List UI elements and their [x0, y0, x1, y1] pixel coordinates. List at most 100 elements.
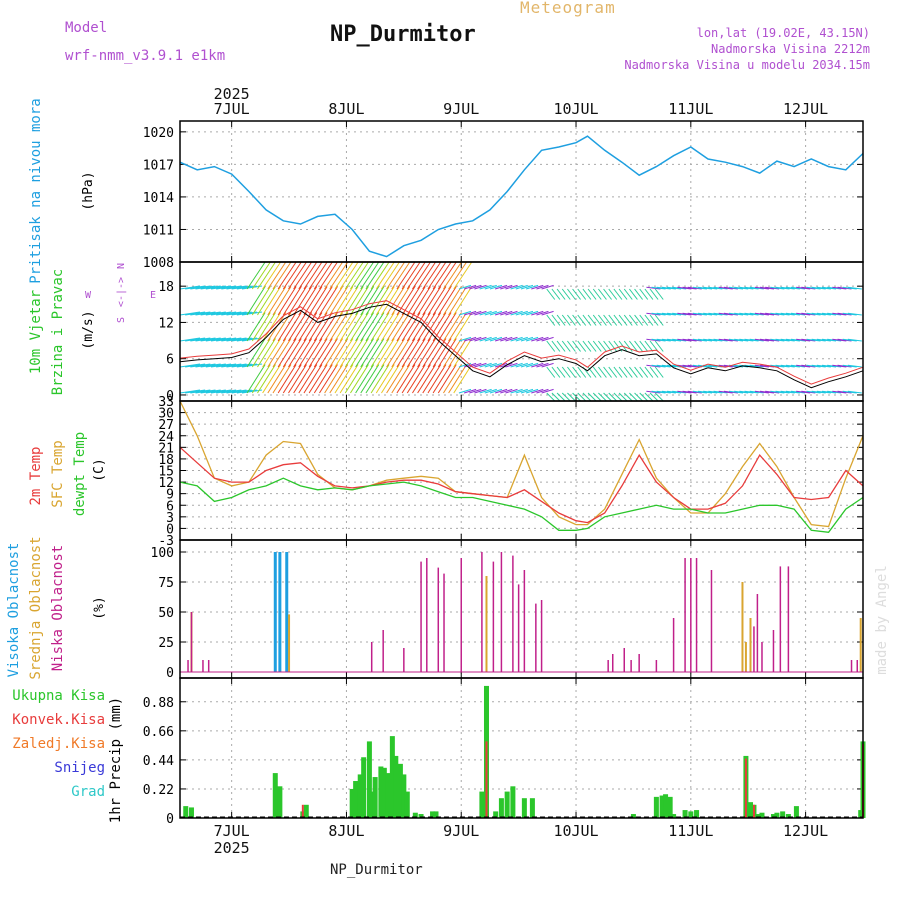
wind-barb — [728, 338, 744, 342]
precip-total-bar — [770, 814, 776, 818]
wind-barb — [677, 312, 692, 316]
wind-barb — [267, 364, 287, 394]
wind-barb — [422, 261, 442, 290]
wind-barb — [561, 366, 571, 378]
wind-barb — [775, 390, 790, 394]
wind-barb — [587, 288, 597, 300]
wind-barb — [531, 310, 544, 316]
wind-barb — [432, 286, 452, 316]
precip-tick-label: 0.88 — [143, 696, 174, 711]
wind-barb — [770, 286, 785, 290]
wind-barb — [654, 366, 664, 378]
day-label-top: 10JUL — [553, 100, 598, 118]
wind-barb — [334, 364, 354, 394]
wind-barb — [780, 364, 795, 368]
wind-barb — [458, 336, 472, 342]
wind-barb — [216, 363, 237, 368]
wind-barb — [303, 261, 323, 290]
wind-barb — [567, 366, 576, 378]
wind-barb — [179, 311, 201, 316]
wind-barb — [489, 362, 503, 368]
wind-barb — [677, 390, 692, 394]
wind-barb — [339, 338, 359, 368]
wind-barb — [629, 366, 638, 378]
precip-tick-label: 0 — [166, 812, 174, 827]
wind-barb — [344, 312, 364, 342]
wind-barb — [489, 388, 503, 394]
wind-barb — [510, 388, 523, 394]
wind-barb — [500, 336, 513, 342]
wind-barb — [288, 338, 307, 368]
wind-barb — [672, 338, 687, 342]
wind-barb — [210, 363, 232, 368]
wind-barb — [313, 338, 333, 368]
wind-ylabel-1: 10m Vjetar — [28, 290, 44, 374]
wind-barb — [520, 310, 534, 316]
wind-barb — [556, 366, 566, 378]
wind-barb — [567, 340, 576, 352]
wind-barb — [692, 390, 707, 394]
temperature-tick-label: 0 — [166, 522, 174, 537]
wind-barb — [432, 338, 452, 368]
wind-barb — [257, 286, 276, 316]
wind-barb — [500, 310, 513, 316]
wind-barb — [422, 364, 442, 394]
precip-total-bar — [682, 810, 688, 818]
wind-barb — [728, 390, 744, 394]
wind-barb — [303, 338, 323, 368]
wind-barb — [443, 364, 462, 394]
wind-barb — [484, 284, 497, 290]
wind-barb — [494, 284, 508, 290]
wind-barb — [267, 286, 287, 316]
wind-barb — [350, 261, 369, 290]
cloud-tick-label: 100 — [151, 546, 174, 561]
wind-barb — [422, 286, 442, 316]
day-label-top: 7JUL — [214, 100, 250, 118]
precip-panel-border — [179, 677, 864, 819]
wind-barb — [520, 336, 534, 342]
wind-barb — [365, 261, 385, 290]
precip-total-bar — [504, 791, 510, 818]
wind-barb — [510, 362, 523, 368]
day-label-bottom: 11JUL — [668, 822, 713, 840]
wind-barb — [474, 362, 487, 368]
wind-barb — [598, 340, 607, 352]
day-label-bottom: 12JUL — [783, 822, 828, 840]
wind-barb — [262, 338, 282, 368]
wind-barb — [639, 288, 649, 300]
wind-barb — [734, 338, 749, 342]
wind-barb — [370, 312, 390, 342]
wind-barb — [842, 338, 857, 342]
cloud-panel-bg — [180, 540, 863, 678]
elevation-text: Nadmorska Visina 2212m — [711, 42, 870, 56]
precip-total-bar — [785, 814, 791, 818]
precip-total-bar — [389, 736, 395, 818]
wind-barb — [796, 364, 811, 368]
wind-barb — [190, 285, 211, 290]
wind-barb — [608, 340, 618, 352]
wind-barb — [453, 286, 473, 316]
wind-barb — [474, 310, 487, 316]
wind-barb — [319, 261, 338, 290]
wind-barb — [185, 285, 206, 290]
wind-barb — [759, 286, 775, 290]
wind-barb — [505, 310, 518, 316]
wind-barb — [334, 338, 354, 368]
day-label-bottom: 10JUL — [553, 822, 598, 840]
wind-barb — [603, 392, 612, 402]
wind-barb — [293, 364, 313, 394]
wind-barb — [288, 286, 307, 316]
wind-barb — [806, 390, 821, 394]
precip-ylabel: 1hr Precip (mm) — [108, 697, 124, 823]
wind-barb — [592, 366, 602, 378]
compass-n: N — [116, 263, 127, 269]
wind-barb — [432, 261, 452, 290]
wind-barb — [185, 337, 206, 342]
wind-barb — [546, 288, 556, 300]
wind-barb — [282, 364, 302, 394]
wind-barb — [603, 288, 612, 300]
wind-barb — [406, 261, 426, 290]
wind-barb — [531, 284, 544, 290]
wind-barb — [370, 261, 390, 290]
precip-total-bar — [659, 795, 665, 818]
